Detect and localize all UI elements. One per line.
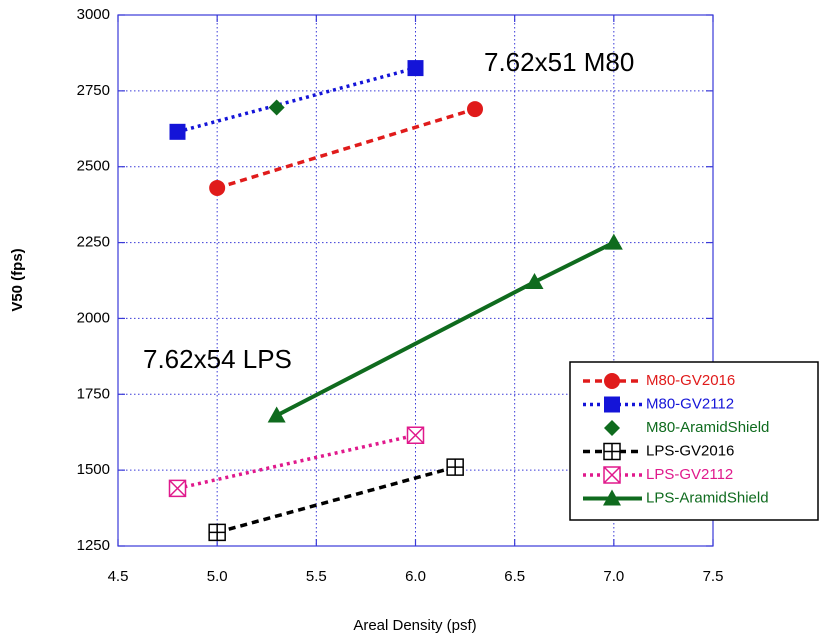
marker <box>267 406 286 423</box>
legend-label: LPS-AramidShield <box>646 489 769 506</box>
legend-label: LPS-GV2016 <box>646 442 734 459</box>
legend-marker <box>604 396 620 413</box>
legend-marker <box>603 442 621 461</box>
marker <box>446 458 464 476</box>
marker <box>406 426 425 444</box>
x-tick-label: 5.0 <box>207 568 228 585</box>
y-tick-label: 1250 <box>77 537 110 554</box>
series-line <box>275 240 615 418</box>
legend-marker <box>603 489 621 506</box>
marker <box>209 179 226 196</box>
marker <box>525 273 544 290</box>
y-tick-label: 3000 <box>77 6 110 23</box>
y-axis-title: V50 (fps) <box>9 248 26 311</box>
marker <box>208 523 226 542</box>
annotation: 7.62x54 LPS <box>143 344 292 374</box>
y-tick-label: 2000 <box>77 309 110 326</box>
series-line <box>216 465 456 535</box>
x-tick-label: 6.0 <box>405 568 426 585</box>
series-line <box>216 107 476 190</box>
marker <box>467 101 483 118</box>
legend-marker <box>604 373 620 389</box>
legend-label: M80-AramidShield <box>646 419 769 436</box>
y-tick-label: 1750 <box>77 385 110 402</box>
legend-marker <box>604 420 620 436</box>
x-axis-title: Areal Density (psf) <box>353 617 476 634</box>
legend-marker <box>603 466 621 484</box>
series-line <box>177 433 416 491</box>
x-tick-label: 4.5 <box>108 568 129 585</box>
series-line <box>177 66 416 134</box>
y-tick-label: 2250 <box>77 234 110 251</box>
marker <box>268 99 285 116</box>
x-tick-label: 7.5 <box>703 568 724 585</box>
legend-label: M80-GV2112 <box>646 395 734 412</box>
x-tick-label: 6.5 <box>504 568 525 585</box>
marker <box>168 479 187 498</box>
plot-frame <box>117 14 714 547</box>
legend-label: LPS-GV2112 <box>646 466 733 483</box>
x-tick-label: 7.0 <box>603 568 624 585</box>
y-tick-label: 2750 <box>77 82 110 99</box>
y-tick-label: 2500 <box>77 158 110 175</box>
y-tick-label: 1500 <box>77 461 110 478</box>
x-tick-label: 5.5 <box>306 568 327 585</box>
annotation: 7.62x51 M80 <box>484 47 634 77</box>
marker <box>169 123 186 140</box>
marker <box>604 233 623 250</box>
legend-label: M80-GV2016 <box>646 372 735 389</box>
marker <box>407 60 424 77</box>
